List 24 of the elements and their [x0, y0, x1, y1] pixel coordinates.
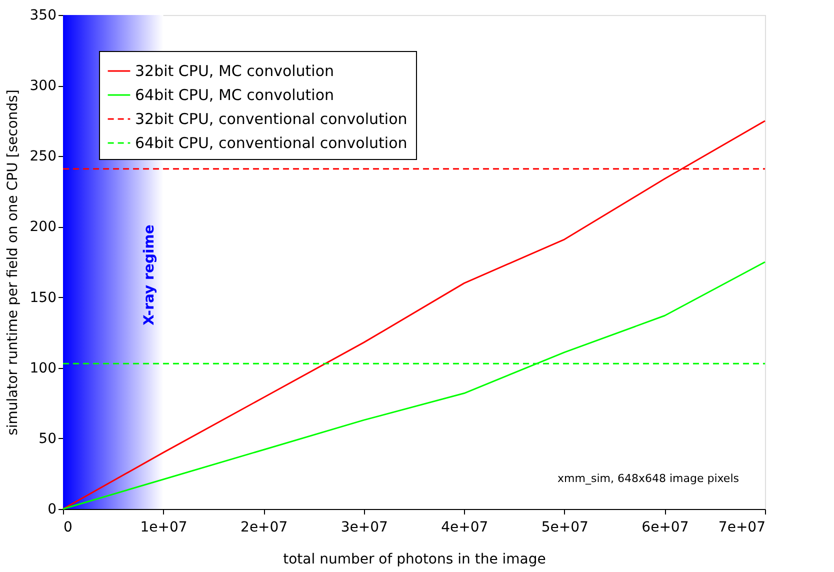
legend-label: 32bit CPU, MC convolution [135, 62, 334, 80]
y-tick-label: 100 [30, 360, 56, 376]
x-tick-label: 6e+07 [642, 520, 689, 536]
y-tick-label: 0 [48, 502, 56, 518]
annotation: xmm_sim, 648x648 image pixels [558, 472, 740, 485]
x-tick-label: 3e+07 [340, 520, 388, 536]
legend-label: 32bit CPU, conventional convolution [135, 110, 408, 128]
y-tick-label: 150 [30, 290, 56, 306]
x-tick-label: 1e+07 [140, 520, 188, 536]
y-tick-label: 350 [30, 8, 56, 24]
y-axis-title: simulator runtime per field on one CPU [seconds] [4, 90, 21, 436]
x-axis-title: total number of photons in the image [283, 552, 546, 568]
band-label: X-ray regime [141, 224, 158, 326]
x-tick-label: 0 [64, 520, 72, 536]
y-tick-label: 200 [30, 219, 56, 236]
y-tick-label: 250 [30, 148, 56, 165]
x-tick-label: 4e+07 [441, 520, 488, 536]
legend-label: 64bit CPU, MC convolution [135, 86, 334, 104]
x-tick-label: 5e+07 [541, 520, 588, 536]
legend-label: 64bit CPU, conventional convolution [135, 134, 408, 152]
y-tick-label: 50 [38, 430, 56, 447]
y-tick-label: 300 [30, 78, 56, 94]
x-tick-label: 2e+07 [240, 520, 288, 536]
x-tick-label: 7e+07 [718, 520, 766, 536]
